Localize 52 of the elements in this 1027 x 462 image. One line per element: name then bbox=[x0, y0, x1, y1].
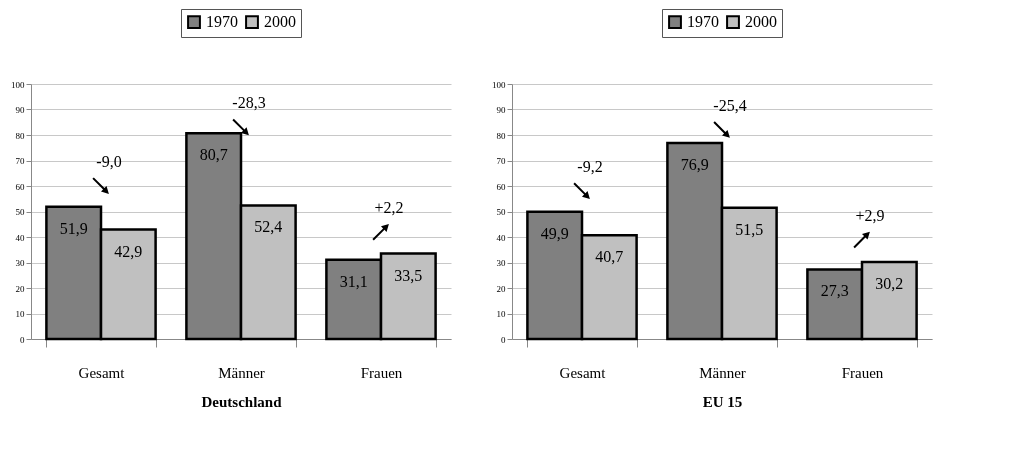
annotation: +2,2 bbox=[374, 198, 404, 216]
legend-label: 1970 bbox=[687, 13, 719, 31]
y-tick-label: 40 bbox=[15, 232, 25, 243]
legend-label: 1970 bbox=[206, 13, 238, 31]
data-label: 51,5 bbox=[735, 220, 764, 238]
annotation: -25,4 bbox=[713, 96, 747, 114]
y-tick-label: 0 bbox=[20, 334, 25, 345]
y-tick-label: 90 bbox=[496, 105, 506, 115]
x-axis-title: Deutschland bbox=[201, 393, 283, 410]
y-tick-label: 0 bbox=[501, 334, 506, 345]
x-tick-label: Männer bbox=[218, 364, 265, 381]
data-label: 52,4 bbox=[254, 218, 283, 236]
legend-label: 2000 bbox=[264, 13, 296, 31]
data-label: 51,9 bbox=[59, 219, 88, 237]
y-tick-label: 60 bbox=[496, 181, 506, 192]
data-label: 49,9 bbox=[540, 224, 569, 242]
y-tick-label: 50 bbox=[15, 207, 25, 217]
y-tick-label: 10 bbox=[496, 309, 506, 319]
data-label: 80,7 bbox=[199, 146, 228, 164]
x-tick-label: Gesamt bbox=[559, 364, 607, 381]
data-label: 42,9 bbox=[114, 242, 143, 260]
x-tick-label: Gesamt bbox=[78, 364, 126, 381]
data-label: 40,7 bbox=[595, 248, 624, 266]
annotation: -9,0 bbox=[96, 153, 122, 170]
y-tick-label: 20 bbox=[496, 283, 506, 294]
y-tick-label: 90 bbox=[15, 105, 25, 115]
y-tick-label: 80 bbox=[496, 130, 506, 141]
y-tick-label: 80 bbox=[15, 130, 25, 141]
data-label: 30,2 bbox=[875, 274, 904, 292]
data-label: 33,5 bbox=[394, 266, 423, 284]
annotation: -9,2 bbox=[577, 158, 603, 176]
legend-label: 2000 bbox=[745, 13, 777, 31]
y-tick-label: 20 bbox=[15, 283, 25, 294]
y-tick-label: 50 bbox=[496, 207, 506, 217]
y-tick-label: 70 bbox=[15, 156, 25, 166]
x-tick-label: Frauen bbox=[360, 364, 403, 381]
y-tick-label: 10 bbox=[15, 309, 25, 319]
y-tick-label: 60 bbox=[15, 181, 25, 192]
y-tick-label: 40 bbox=[496, 232, 506, 243]
data-label: 76,9 bbox=[680, 155, 709, 173]
y-tick-label: 30 bbox=[15, 258, 25, 268]
x-tick-label: Frauen bbox=[841, 364, 884, 381]
y-tick-label: 100 bbox=[11, 79, 25, 90]
x-tick-label: Männer bbox=[699, 364, 746, 381]
annotation: +2,9 bbox=[855, 206, 885, 224]
data-label: 31,1 bbox=[339, 272, 368, 290]
y-tick-label: 100 bbox=[492, 79, 506, 90]
y-tick-label: 70 bbox=[496, 156, 506, 166]
annotation: -28,3 bbox=[232, 94, 266, 112]
data-label: 27,3 bbox=[820, 282, 849, 300]
x-axis-title: EU 15 bbox=[702, 393, 743, 410]
y-tick-label: 30 bbox=[496, 258, 506, 268]
